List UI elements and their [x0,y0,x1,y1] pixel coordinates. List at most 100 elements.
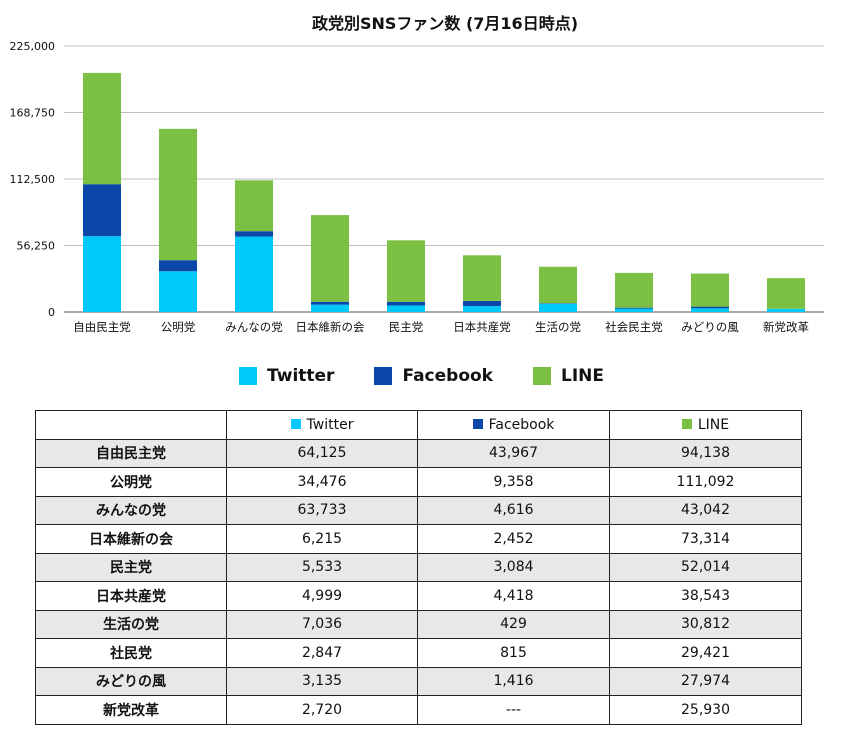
table-cell: 64,125 [226,438,418,468]
table-cell: 9,358 [417,467,610,497]
table-cell: 30,812 [609,609,802,639]
legend-swatch-facebook [374,367,393,385]
legend-item-facebook: Facebook [374,366,493,386]
table-cell: 2,452 [417,524,610,554]
table-row: 自由民主党 64,125 43,967 94,138 [35,438,802,468]
bar-segment-facebook [615,307,653,309]
table-cell: 111,092 [609,467,802,497]
bar-segment-facebook [691,306,729,309]
bar-segment-line [615,272,653,308]
table-cell: 34,476 [226,467,418,497]
bar-segment-line [463,255,501,301]
x-tick-label: 生活の党 [535,320,581,334]
bar-segment-line [767,278,805,309]
bar-segment-facebook [539,303,577,304]
legend-label-twitter: Twitter [267,366,335,386]
bar-segment-facebook [311,301,349,305]
legend-swatch-line [532,367,551,385]
x-tick-label: みどりの風 [681,320,739,334]
bar-segment-line [235,180,273,232]
x-tick-label: 新党改革 [763,320,809,334]
table-cell: 1,416 [417,666,610,696]
table-cell: 4,999 [226,581,418,611]
x-tick-label: みんなの党 [225,320,283,334]
x-tick-label: 日本共産党 [453,320,511,334]
bar-segment-line [159,128,197,261]
table-row: 公明党 34,476 9,358 111,092 [35,467,802,497]
table-row-header: みどりの風 [35,666,227,696]
bar-segment-facebook [83,184,121,237]
bar-segment-twitter [767,308,805,312]
table-row-header: 公明党 [35,467,227,497]
bar-segment-line [387,240,425,302]
header-label-twitter: Twitter [306,416,354,433]
bar-segment-twitter [691,308,729,312]
table-cell: 63,733 [226,495,418,525]
header-swatch-twitter [290,418,301,429]
legend-swatch-twitter [239,367,258,385]
header-label-facebook: Facebook [488,416,555,433]
table-body: 自由民主党 64,125 43,967 94,138 公明党 34,476 9,358 111… [35,438,802,725]
chart-title: 政党別SNSファン数 (7月16日時点) [311,14,579,33]
table-row-header: 日本共産党 [35,581,227,611]
table-row: みどりの風 3,135 1,416 27,974 [35,666,802,696]
table-row-header: 生活の党 [35,609,227,639]
header-swatch-facebook [472,418,483,429]
table-row: 社民党 2,847 815 29,421 [35,638,802,668]
bar-segment-facebook [463,300,501,307]
y-tick-label: 56,250 [17,240,56,253]
table-cell: 3,135 [226,666,418,696]
data-table: Twitter Facebook LINE 自由民主党 64,125 43,967 9… [35,410,802,725]
table-cell: 4,418 [417,581,610,611]
table-row-header: 社民党 [35,638,227,668]
table-row: 日本共産党 4,999 4,418 38,543 [35,581,802,611]
table-cell: 43,042 [609,495,802,525]
bar-segment-facebook [387,301,425,306]
table-row-header: 新党改革 [35,695,227,725]
bar-segment-twitter [159,271,197,312]
table-cell: 2,847 [226,638,418,668]
table-row: 生活の党 7,036 429 30,812 [35,609,802,639]
bar-segment-twitter [463,306,501,312]
table-cell: 2,720 [226,695,418,725]
x-tick-label: 日本維新の会 [296,320,365,334]
bar-segment-twitter [615,308,653,312]
table-cell: 3,084 [417,552,610,582]
bar-segment-facebook [235,231,273,237]
legend-item-line: LINE [532,366,604,386]
table-row-header: 民主党 [35,552,227,582]
legend-label-line: LINE [560,366,604,386]
table-cell: 5,533 [226,552,418,582]
bar-segment-facebook [159,260,197,272]
x-tick-label: 民主党 [389,320,424,334]
y-tick-label: 112,500 [10,173,56,186]
table-header-row: Twitter Facebook LINE [35,410,802,440]
chart-legend: Twitter Facebook LINE [0,366,843,386]
table-cell: 429 [417,609,610,639]
table-row: 民主党 5,533 3,084 52,014 [35,552,802,582]
table-row: みんなの党 63,733 4,616 43,042 [35,495,802,525]
bar-segment-twitter [235,236,273,312]
bar-segment-line [691,273,729,307]
table-cell: 29,421 [609,638,802,668]
table-row-header: 自由民主党 [35,438,227,468]
y-tick-label: 168,750 [10,107,56,120]
x-tick-label: 自由民主党 [73,320,131,334]
x-tick-label: 公明党 [161,320,196,334]
table-cell: 6,215 [226,524,418,554]
header-swatch-line [681,418,692,429]
table-cell: 43,967 [417,438,610,468]
table-cell: 25,930 [609,695,802,725]
table-cell: 73,314 [609,524,802,554]
table-cell: --- [417,695,610,725]
legend-item-twitter: Twitter [239,366,334,386]
bar-segment-line [311,215,349,302]
legend-label-facebook: Facebook [402,366,493,386]
table-header-facebook: Facebook [417,410,610,440]
bar-segment-twitter [387,305,425,312]
table-row-header: みんなの党 [35,495,227,525]
x-tick-label: 社会民主党 [605,320,663,334]
table-row: 新党改革 2,720 --- 25,930 [35,695,802,725]
table-cell: 94,138 [609,438,802,468]
table-header-twitter: Twitter [226,410,418,440]
